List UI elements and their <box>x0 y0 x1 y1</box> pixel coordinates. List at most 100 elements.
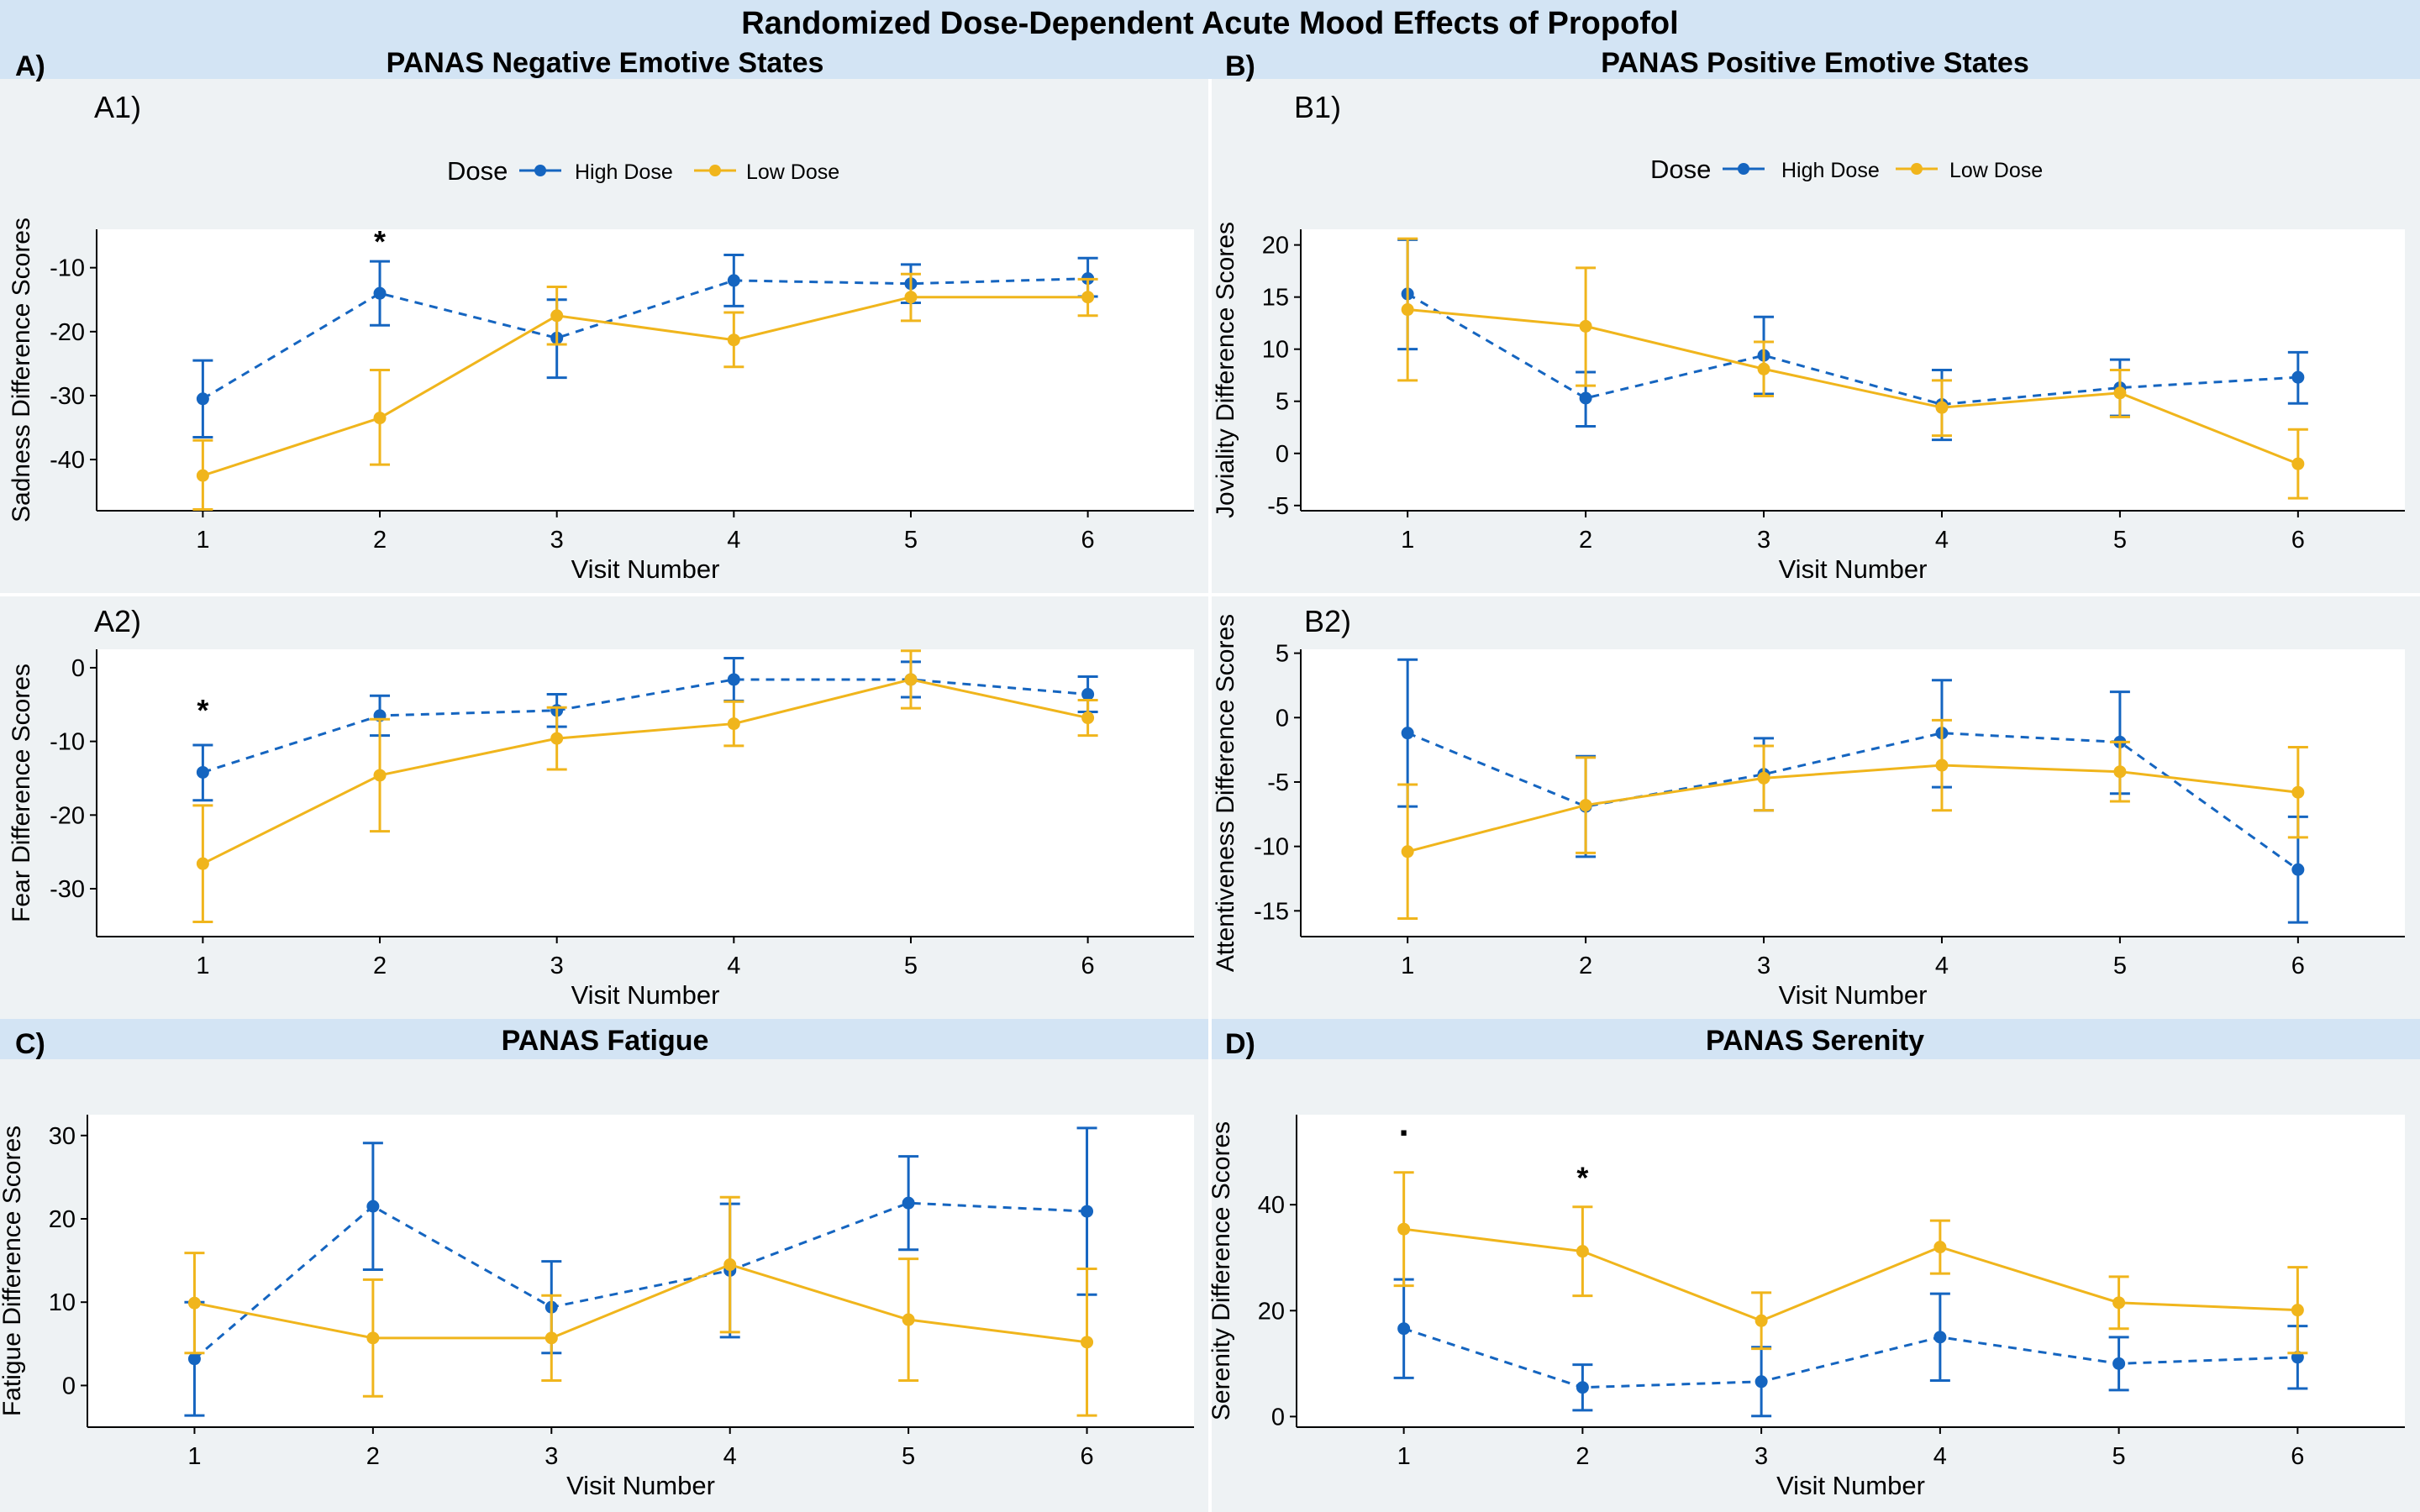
plot-area <box>97 649 1194 937</box>
plot-b1-joviality: 20 15 10 5 0 -5 1 2 3 4 5 6 Visit Number Joviality Di… <box>1212 222 2405 584</box>
data-point <box>1579 391 1592 405</box>
legend-label-high: High Dose <box>1781 159 1880 182</box>
legend-marker-high <box>534 165 546 176</box>
data-point <box>1576 1245 1589 1258</box>
x-axis-title: Visit Number <box>1779 980 1928 1010</box>
x-axis-title: Visit Number <box>1779 554 1928 584</box>
legend-label-low: Low Dose <box>1949 159 2043 182</box>
y-tick-label: -10 <box>50 255 85 282</box>
data-point <box>727 673 740 686</box>
data-point <box>544 1331 558 1345</box>
data-point <box>1754 1314 1768 1327</box>
vertical-separator <box>1208 79 1212 1512</box>
data-point <box>727 274 740 287</box>
plot-a2-fear: 0 -10 -20 -30 1 2 3 4 5 6 Visit Number Fear Differe… <box>8 649 1194 1010</box>
data-point <box>904 291 918 304</box>
section-c-letter: C) <box>15 1028 45 1060</box>
panel-label-b1: B1) <box>1294 90 1341 124</box>
data-point <box>187 1352 201 1366</box>
data-point <box>2291 785 2305 799</box>
data-point <box>196 765 209 779</box>
section-a-heading: PANAS Negative Emotive States <box>387 47 824 79</box>
y-tick-label: -5 <box>1267 769 1289 796</box>
data-point <box>1401 727 1414 740</box>
legend-marker-low <box>709 165 721 176</box>
panel-label-a1: A1) <box>94 90 141 124</box>
x-tick-label: 1 <box>187 1443 201 1470</box>
series-line <box>1407 308 2299 465</box>
data-point <box>187 1296 201 1310</box>
data-point <box>727 333 740 347</box>
y-tick-label: 10 <box>1262 337 1289 364</box>
x-tick-label: 5 <box>2113 527 2127 554</box>
top-header-band <box>0 0 2420 79</box>
data-point <box>723 1258 737 1272</box>
section-d-heading: PANAS Serenity <box>1706 1025 1924 1057</box>
x-axis-title: Visit Number <box>571 554 720 584</box>
plot-d-serenity: 40 20 0 1 2 3 4 5 6 Visit Number Serenity Differen… <box>1207 1103 2405 1500</box>
data-point <box>2112 1296 2126 1310</box>
legend-b1: Dose High Dose Low Dose <box>1650 155 2043 184</box>
plot-a1-sadness: -10 -20 -30 -40 1 2 3 4 5 6 Visit Number Sadness Di… <box>8 218 1194 584</box>
y-tick-label: -20 <box>50 802 85 829</box>
significance-marker: * <box>197 693 208 727</box>
significance-marker: * <box>374 224 386 259</box>
data-point <box>1757 362 1770 375</box>
y-tick-label: -40 <box>50 447 85 474</box>
data-point <box>1081 1205 1094 1218</box>
section-a-letter: A) <box>15 50 45 82</box>
data-point <box>373 769 387 782</box>
plot-area <box>1301 229 2405 511</box>
plot-area <box>97 229 1194 511</box>
data-point <box>196 857 209 870</box>
data-point <box>2291 370 2305 384</box>
legend-label-low: Low Dose <box>746 160 839 184</box>
data-point <box>2291 863 2305 876</box>
y-tick-label: -10 <box>50 729 85 756</box>
data-point <box>1081 1336 1094 1349</box>
data-point <box>1397 1322 1411 1336</box>
y-tick-label: 15 <box>1262 285 1289 312</box>
x-tick-label: 2 <box>1579 527 1592 554</box>
y-tick-label: -5 <box>1267 493 1289 520</box>
y-tick-label: 10 <box>49 1289 76 1316</box>
data-point <box>2291 457 2305 470</box>
data-point <box>1579 319 1592 333</box>
data-point <box>373 412 387 425</box>
x-tick-label: 4 <box>723 1443 737 1470</box>
y-tick-label: 0 <box>62 1373 76 1399</box>
series-line <box>194 1263 1087 1344</box>
data-point <box>902 1313 915 1326</box>
data-point <box>727 717 740 731</box>
series-line <box>202 678 1088 865</box>
x-tick-label: 1 <box>1401 953 1414 979</box>
x-tick-label: 5 <box>2112 1443 2126 1470</box>
data-point <box>1401 303 1414 317</box>
y-tick-label: 20 <box>1258 1298 1285 1325</box>
plot-b2-attentiveness: 5 0 -5 -10 -15 1 2 3 4 5 6 Visit Number Attentivenes… <box>1212 614 2405 1010</box>
x-tick-label: 1 <box>1401 527 1414 554</box>
x-tick-label: 3 <box>550 953 564 979</box>
series-low-dose <box>1397 237 2308 500</box>
x-axis-title: Visit Number <box>566 1471 715 1500</box>
data-point <box>1579 799 1592 812</box>
series-line <box>1403 1327 2298 1389</box>
data-point <box>373 286 387 300</box>
y-tick-label: 0 <box>1276 441 1289 468</box>
y-tick-label: 5 <box>1276 389 1289 416</box>
significance-marker: * <box>1576 1161 1588 1195</box>
x-tick-label: 3 <box>1757 527 1770 554</box>
section-d-letter: D) <box>1225 1028 1255 1060</box>
y-tick-label: -15 <box>1254 898 1289 925</box>
x-tick-label: 4 <box>1933 1443 1947 1470</box>
y-axis-title: Serenity Difference Scores <box>1207 1121 1235 1420</box>
y-tick-label: 20 <box>49 1206 76 1233</box>
y-axis-title: Joviality Difference Scores <box>1212 222 1239 518</box>
panel-label-b2: B2) <box>1304 604 1351 638</box>
data-point <box>904 673 918 686</box>
x-tick-label: 3 <box>1754 1443 1768 1470</box>
data-point <box>196 392 209 406</box>
x-tick-label: 3 <box>550 527 564 554</box>
section-b-heading: PANAS Positive Emotive States <box>1601 47 2029 79</box>
data-point <box>1397 1222 1411 1236</box>
